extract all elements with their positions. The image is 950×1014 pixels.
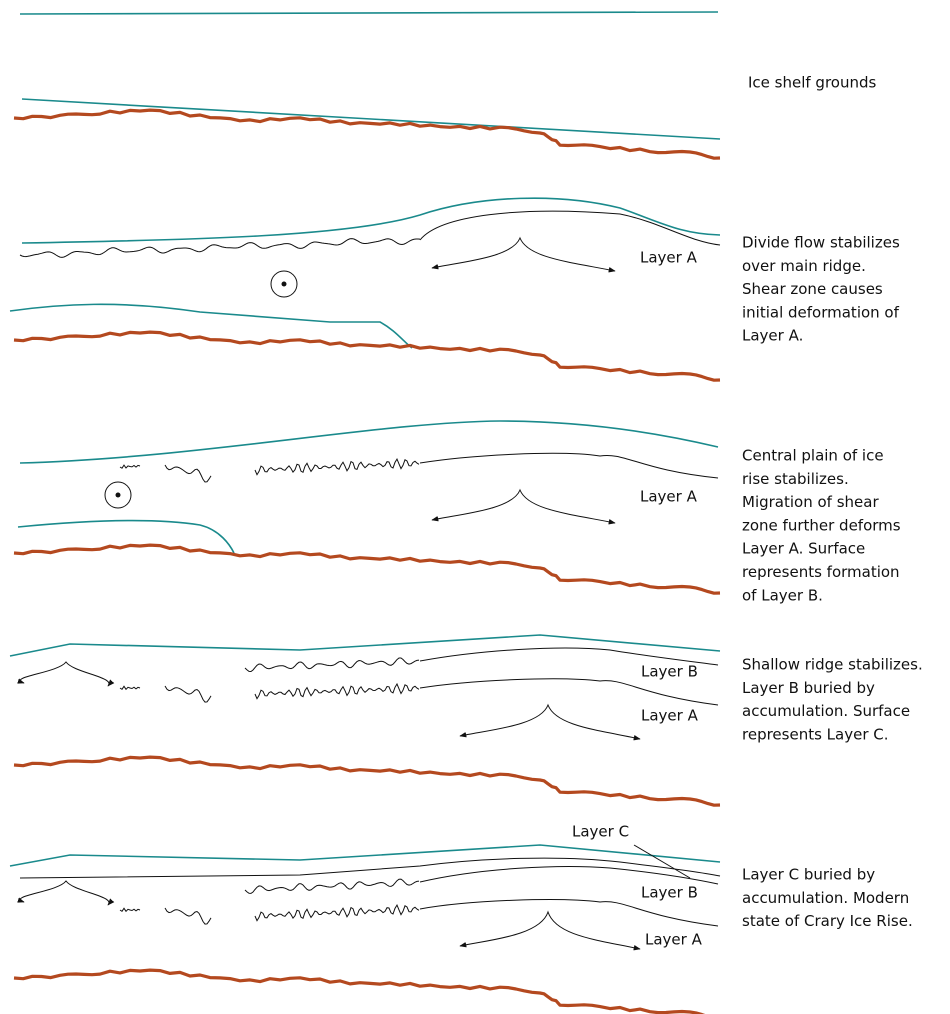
layer-line (244, 657, 420, 673)
divide-arrow (17, 880, 115, 906)
ice-surface (19, 420, 719, 464)
flow-symbol-dot (115, 492, 121, 498)
caption: Layer C buried by (742, 866, 875, 884)
ice-surface (9, 844, 721, 867)
layer-label: Layer A (641, 707, 699, 725)
caption: Divide flow stabilizes (742, 234, 900, 252)
layer-line (254, 682, 420, 700)
bedrock (13, 968, 706, 1014)
divide-arrow (17, 661, 115, 687)
layer-line (419, 866, 719, 885)
layer-line (164, 907, 212, 925)
divide-arrow (431, 488, 616, 525)
flow-symbol-dot (281, 281, 287, 287)
ice-shelf-base (21, 98, 721, 140)
bedrock (13, 108, 721, 160)
ice-surface (9, 634, 721, 657)
layer-line (119, 907, 141, 913)
layer-label: Layer B (641, 663, 698, 681)
layer-line (419, 210, 721, 246)
layer-line (119, 685, 141, 691)
layer-label: Layer A (645, 931, 703, 949)
layer-line (419, 899, 719, 927)
caption: Migration of shear (742, 493, 879, 511)
bedrock (13, 543, 721, 595)
leader-line (633, 844, 691, 879)
layer-line (419, 678, 719, 706)
caption: accumulation. Surface (742, 702, 910, 720)
caption: Layer A. (742, 327, 803, 345)
layer-label: Layer C (572, 823, 629, 841)
layer-line (254, 457, 420, 476)
layer-line (419, 647, 719, 666)
caption: rise stabilizes. (742, 470, 849, 488)
shear-zone-ice (9, 303, 413, 349)
caption: Ice shelf grounds (748, 74, 877, 92)
layer-line (164, 464, 212, 483)
caption: state of Crary Ice Rise. (742, 912, 913, 930)
bedrock (13, 755, 721, 807)
layer-c-line (19, 857, 721, 879)
shear-zone-ice (17, 519, 235, 554)
layer-label: Layer B (641, 884, 698, 902)
caption: represents formation (742, 563, 900, 581)
layer-line (19, 238, 421, 258)
ice-surface (21, 197, 721, 244)
caption: zone further deforms (742, 516, 901, 534)
caption: Shear zone causes (742, 280, 883, 298)
layer-label: Layer A (640, 249, 698, 267)
layer-line (164, 685, 212, 703)
ice-surface (19, 11, 719, 15)
caption: of Layer B. (742, 586, 823, 604)
divide-arrow (459, 703, 641, 741)
flow-symbol (104, 481, 132, 509)
caption: Shallow ridge stabilizes. (742, 656, 923, 674)
flow-symbol (270, 270, 298, 298)
caption: initial deformation of (742, 303, 900, 321)
caption: Layer A. Surface (742, 540, 865, 558)
layer-line (254, 903, 420, 922)
caption: Layer B buried by (742, 679, 875, 697)
caption: accumulation. Modern (742, 889, 909, 907)
bedrock (13, 330, 721, 382)
divide-arrow (431, 236, 616, 273)
caption: Central plain of ice (742, 447, 884, 465)
caption: over main ridge. (742, 257, 866, 275)
caption: represents Layer C. (742, 725, 889, 743)
layer-line (419, 452, 719, 479)
text-layer: Ice shelf grounds Divide flow stabilizes… (572, 74, 923, 949)
divide-arrow (459, 910, 641, 951)
layer-line (119, 464, 141, 469)
layer-line (244, 878, 420, 894)
layer-label: Layer A (640, 488, 698, 506)
